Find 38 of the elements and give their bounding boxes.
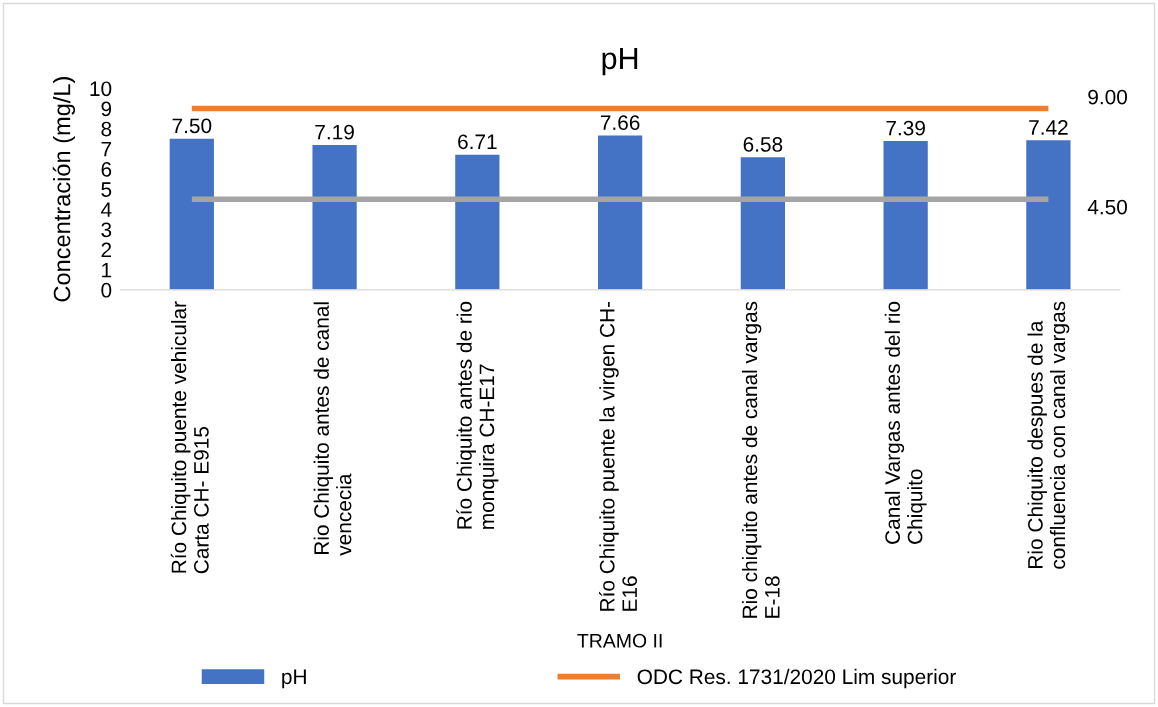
y-axis-title: Concentración (mg/L) (52, 77, 76, 302)
legend-label: ODC Res. 1731/2020 Lim superior (637, 668, 956, 689)
data-label: 6.71 (458, 134, 497, 150)
chart-title: pH (602, 47, 638, 76)
bar (883, 140, 928, 290)
y-tick-label: 8 (101, 121, 112, 137)
x-tick-label: Río Chiquito puente vehicular Carta CH- E915 (170, 301, 209, 574)
data-label: 7.66 (600, 115, 640, 131)
bar (312, 145, 357, 290)
x-tick-label: Canal Vargas antes del rio Chiquito (884, 301, 927, 544)
y-tick-label: 2 (101, 242, 112, 258)
bar (597, 135, 643, 290)
data-label: 6.58 (743, 137, 783, 152)
bar (455, 154, 500, 290)
y-tick-label: 0 (101, 282, 112, 298)
y-tick-label: 3 (101, 222, 112, 238)
x-axis-title: TRAMO II (577, 633, 662, 648)
data-label: 7.42 (1029, 120, 1068, 135)
y-tick-label: 1 (102, 262, 112, 278)
data-label: 7.39 (886, 120, 925, 136)
data-label: 7.19 (315, 124, 354, 140)
y-tick-label: 4 (100, 202, 112, 217)
data-label: 9.00 (1088, 89, 1128, 105)
data-label: 4.50 (1087, 199, 1128, 215)
x-tick-label: Rio Chiquito despues de la confluencia con canal vargas (1027, 301, 1070, 569)
x-tick-label: Río Chiquito puente la virgen CH- E16 (599, 301, 638, 611)
y-tick-label: 5 (101, 182, 112, 197)
bar (169, 138, 214, 290)
legend-label: pH (282, 669, 306, 689)
y-tick-label: 9 (101, 101, 112, 117)
y-tick-label: 7 (101, 142, 112, 157)
x-tick-label: Rio chiquito antes de canal vargas E-18 (741, 301, 780, 618)
y-tick-label: 6 (101, 161, 112, 177)
bar (740, 157, 785, 290)
y-tick-label: 10 (90, 81, 112, 97)
data-label: 7.50 (172, 118, 212, 134)
bar (1026, 140, 1071, 290)
x-tick-label: Río Chiquito antes de rio monquira CH-E17 (456, 301, 499, 529)
